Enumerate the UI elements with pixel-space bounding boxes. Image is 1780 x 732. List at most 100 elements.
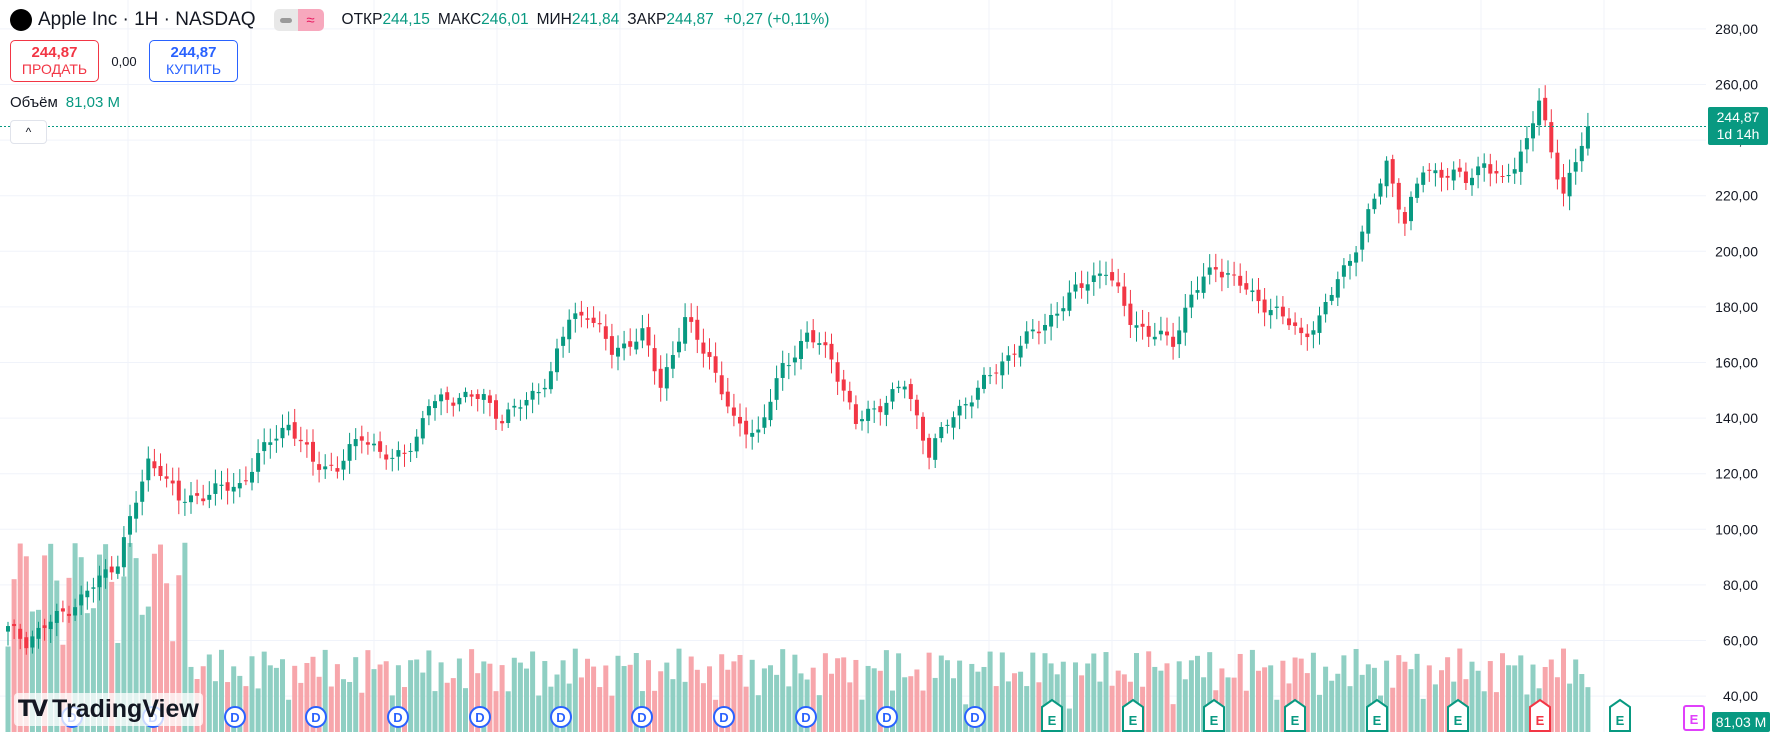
candle-body	[1219, 271, 1224, 278]
candle-body	[182, 501, 187, 503]
volume-bar	[865, 665, 871, 732]
volume-bar	[944, 660, 950, 732]
volume-legend[interactable]: Объём 81,03 M	[10, 94, 120, 111]
apple-logo-icon[interactable]	[10, 9, 32, 31]
candle-body	[1061, 308, 1066, 312]
volume-bar	[591, 666, 597, 732]
dividend-marker-letter: D	[475, 710, 484, 725]
candle-body	[872, 408, 877, 410]
price-axis-label: 100,00	[1715, 521, 1758, 537]
candle-body	[1390, 159, 1395, 184]
candle-body	[292, 422, 297, 439]
candle-body	[1512, 169, 1517, 174]
candle-body	[1232, 274, 1237, 276]
volume-bar	[1353, 648, 1359, 732]
buy-button[interactable]: 244,87 КУПИТЬ	[149, 40, 238, 82]
open-label: ОТКР	[341, 11, 383, 28]
volume-bar	[237, 675, 243, 732]
volume-bar	[304, 663, 310, 732]
volume-bar	[36, 609, 41, 732]
volume-bar	[1487, 661, 1493, 732]
volume-bar	[5, 646, 11, 732]
candle-body	[860, 419, 864, 422]
hide-icon[interactable]	[273, 9, 298, 31]
volume-bar	[1274, 699, 1280, 732]
volume-bar	[1085, 663, 1091, 732]
candle-body	[1543, 97, 1548, 121]
earnings-marker-letter: E	[1210, 713, 1219, 728]
candle-body	[555, 348, 559, 373]
candle-body	[762, 417, 767, 428]
candle-body	[109, 566, 114, 573]
candle-body	[36, 627, 41, 639]
candle-body	[176, 480, 181, 501]
candle-body	[1183, 307, 1188, 333]
tradingview-logo[interactable]: TV TradingView	[14, 693, 203, 726]
candle-body	[640, 328, 645, 341]
volume-bar	[365, 650, 371, 732]
candle-body	[609, 336, 614, 355]
dividend-icon[interactable]: ≈	[297, 9, 324, 31]
volume-bar	[1432, 684, 1438, 732]
volume-bar	[792, 654, 798, 732]
volume-bar	[1158, 670, 1164, 732]
volume-bar	[883, 650, 889, 732]
candle-body	[1439, 169, 1444, 178]
candle-body	[1427, 169, 1432, 171]
candle-body	[396, 450, 401, 457]
volume-bar	[1542, 666, 1548, 732]
candle-body	[561, 336, 566, 346]
candle-body	[207, 494, 212, 500]
volume-bar	[444, 682, 450, 732]
volume-bar	[255, 688, 261, 732]
volume-bar	[310, 656, 316, 732]
volume-bar	[914, 669, 920, 732]
candle-body	[1165, 331, 1169, 336]
candle-body	[1451, 169, 1456, 181]
candle-body	[1579, 145, 1584, 162]
volume-bar	[127, 542, 133, 732]
symbol-title[interactable]: Apple Inc · 1H · NASDAQ	[38, 9, 256, 30]
volume-bar	[755, 695, 761, 732]
dividend-marker-icon	[876, 706, 898, 728]
volume-bar	[585, 658, 590, 732]
volume-bar	[328, 686, 334, 732]
volume-bar	[682, 681, 688, 732]
sell-button[interactable]: 244,87 ПРОДАТЬ	[10, 40, 99, 82]
candle-body	[1329, 294, 1334, 301]
candle-body	[774, 378, 779, 400]
volume-bar	[1024, 686, 1030, 732]
candle-body	[353, 439, 358, 447]
candle-body	[1000, 361, 1005, 376]
volume-bar	[1109, 685, 1115, 732]
candle-body	[1531, 123, 1535, 139]
volume-bar	[694, 669, 700, 732]
candle-body	[219, 484, 224, 486]
collapse-button[interactable]: ^	[10, 120, 47, 144]
volume-bar	[1048, 663, 1054, 732]
visibility-toggle-group[interactable]: ≈	[273, 9, 324, 31]
candle-body	[738, 416, 742, 424]
candle-body	[280, 427, 285, 439]
volume-bar	[42, 555, 48, 732]
candle-body	[1146, 325, 1151, 337]
candle-body	[1018, 345, 1023, 358]
candle-body	[73, 607, 78, 616]
candle-body	[890, 389, 895, 402]
candle-body	[847, 390, 852, 403]
candle-body	[1311, 330, 1316, 335]
candle-body	[67, 613, 71, 616]
candle-body	[1262, 299, 1267, 313]
candle-body	[347, 444, 352, 461]
candle-body	[1213, 267, 1218, 270]
candle-body	[634, 341, 639, 350]
candle-body	[469, 394, 474, 397]
candle-body	[884, 402, 889, 415]
volume-bar	[1097, 681, 1103, 732]
candle-body	[799, 341, 803, 360]
volume-axis-tag: 81,03 M	[1712, 712, 1770, 732]
volume-bar	[1445, 657, 1451, 732]
candle-body	[97, 575, 102, 588]
candle-body	[628, 341, 633, 347]
